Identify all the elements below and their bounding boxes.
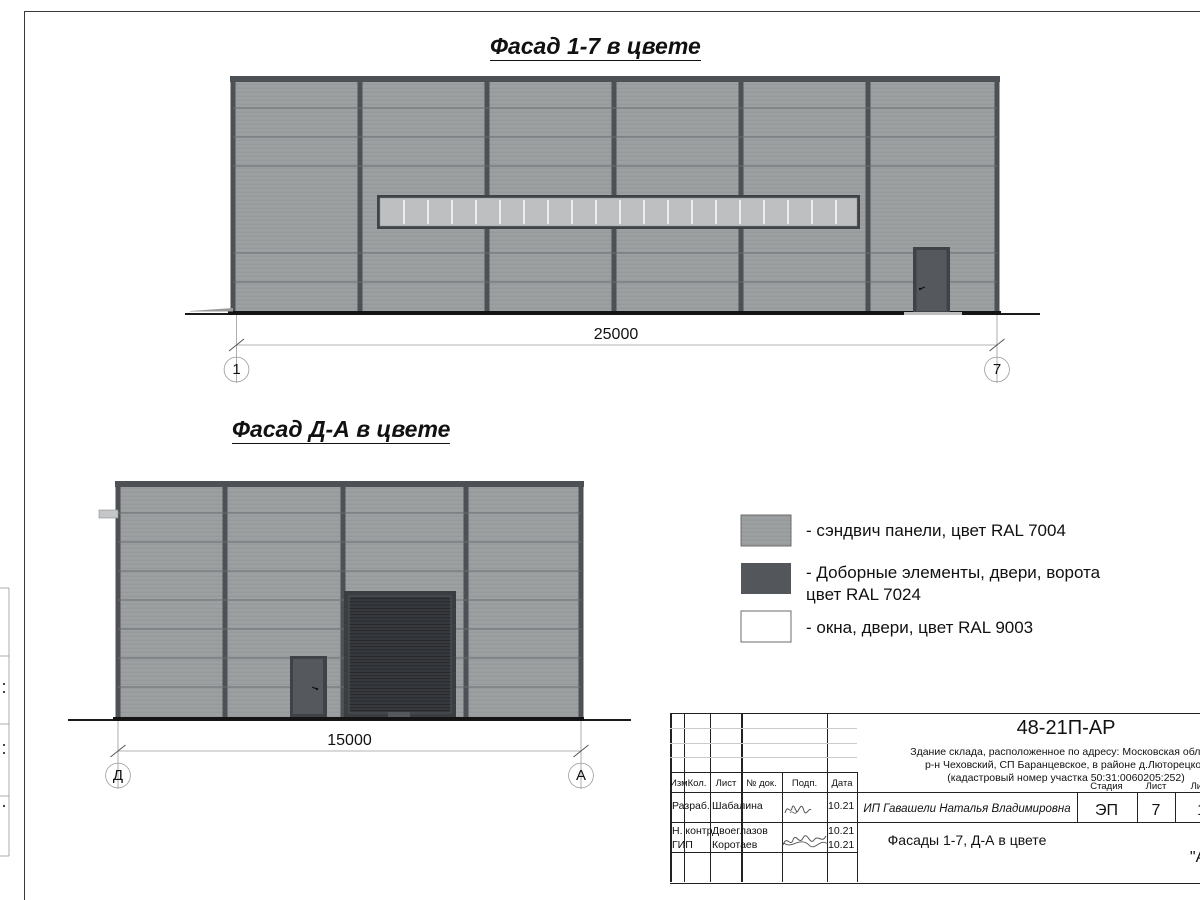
svg-text:A: A xyxy=(576,767,586,784)
svg-text:15000: 15000 xyxy=(327,732,372,749)
svg-text:7: 7 xyxy=(993,361,1001,378)
svg-text:1: 1 xyxy=(232,361,240,378)
svg-text:25000: 25000 xyxy=(594,326,639,343)
svg-text:Д: Д xyxy=(113,767,123,784)
